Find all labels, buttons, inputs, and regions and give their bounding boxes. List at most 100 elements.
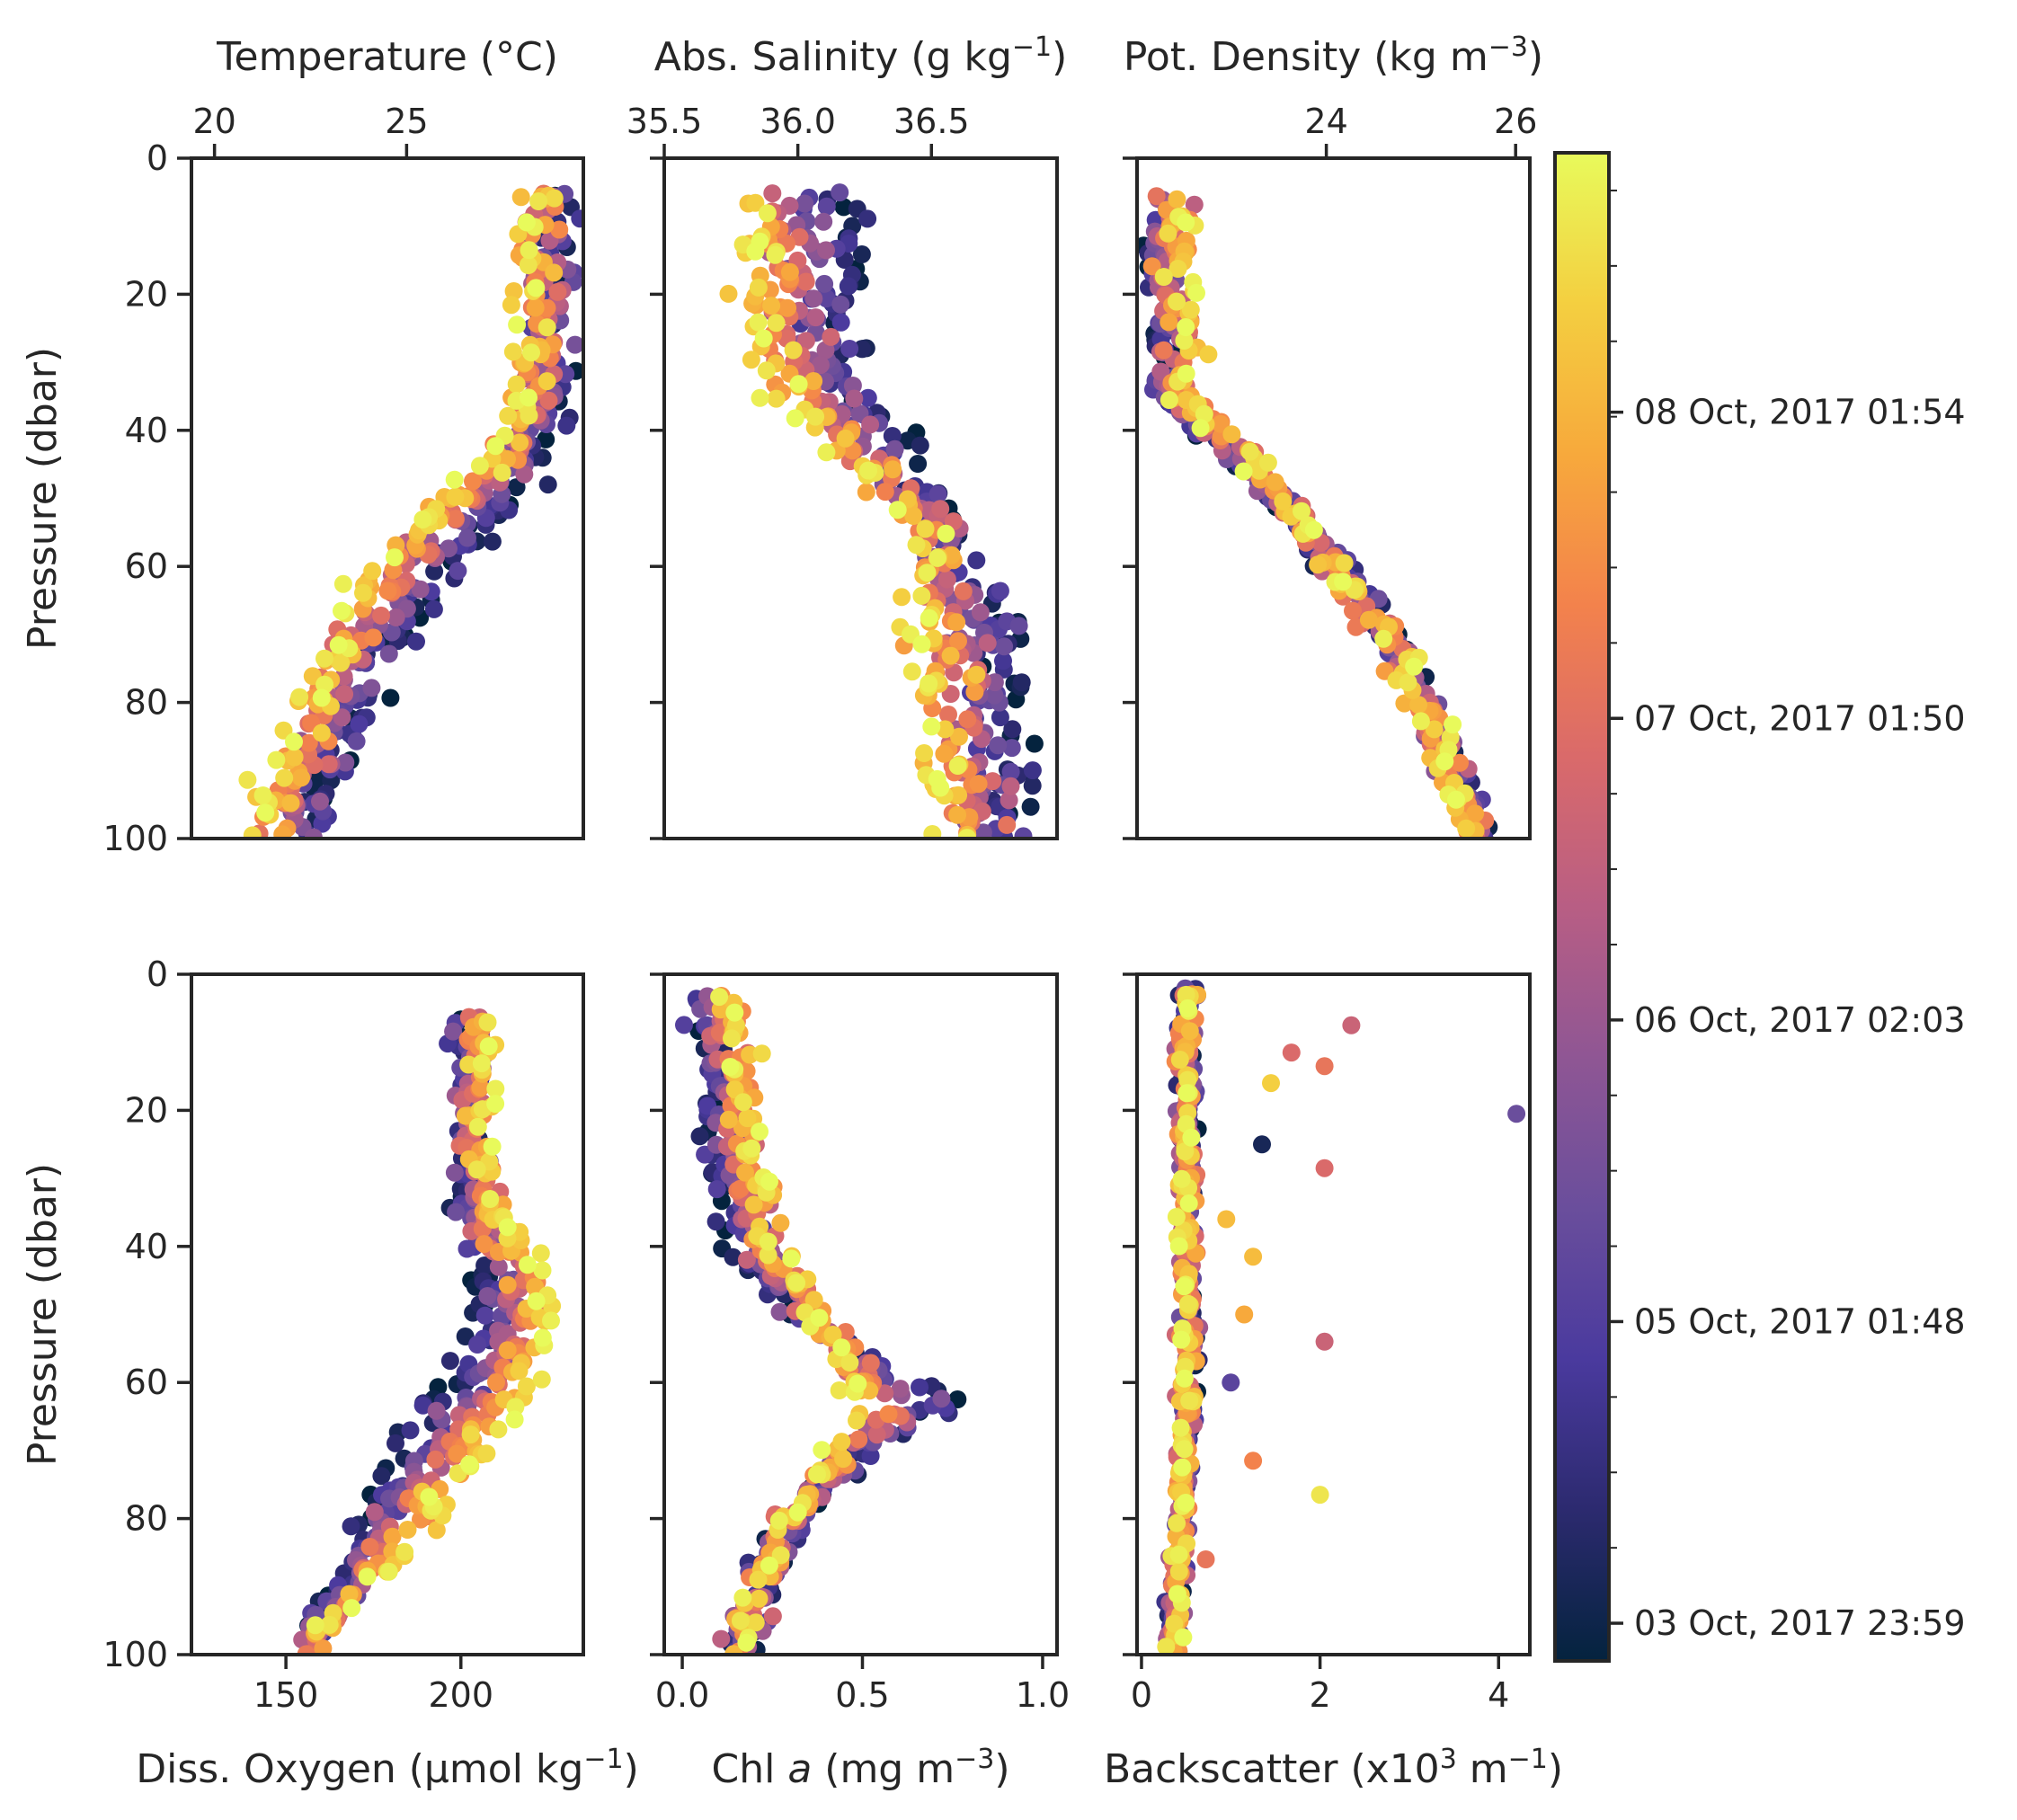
data-point [522, 343, 540, 362]
data-point [989, 736, 1008, 755]
data-point [744, 1195, 763, 1214]
data-point [760, 1172, 778, 1191]
data-point [948, 757, 967, 775]
data-point [1154, 341, 1173, 360]
data-point [1304, 520, 1323, 539]
data-point [487, 1373, 505, 1391]
data-point [329, 635, 348, 654]
data-point [420, 1487, 439, 1506]
data-point [320, 1615, 339, 1634]
data-point [1157, 1638, 1176, 1655]
data-point [537, 430, 555, 448]
data-point [840, 340, 859, 358]
data-point [994, 652, 1012, 670]
data-point [763, 184, 782, 203]
x-axis-label: Diss. Oxygen (µmol kg−1) [136, 1744, 638, 1792]
colorbar-tick-label: 05 Oct, 2017 01:48 [1634, 1301, 1966, 1341]
x-tick-label: 35.5 [626, 102, 703, 141]
data-point [690, 1127, 709, 1146]
data-point [985, 686, 1004, 705]
data-point [440, 1352, 459, 1371]
data-point [712, 1629, 731, 1648]
data-point [967, 551, 986, 570]
data-point [1169, 1237, 1188, 1256]
data-point [778, 298, 797, 317]
x-tick-label: 25 [385, 102, 428, 141]
data-point [1014, 827, 1033, 839]
data-point [804, 1291, 823, 1310]
data-point [789, 375, 808, 394]
data-point [1222, 425, 1241, 444]
data-point [504, 282, 523, 300]
data-point [458, 1239, 476, 1258]
data-point [506, 1398, 525, 1416]
data-point [1357, 597, 1376, 616]
data-point [1167, 1208, 1186, 1226]
data-point [350, 715, 369, 733]
data-point [923, 825, 942, 839]
data-point [1411, 712, 1430, 731]
data-point [519, 256, 538, 274]
data-point [757, 361, 776, 380]
y-tick-label: 100 [102, 1635, 168, 1674]
data-point [822, 327, 840, 346]
colorbar-frame [1553, 151, 1611, 1663]
x-tick-label: 0.0 [655, 1675, 709, 1715]
data-point [721, 1058, 740, 1076]
data-point [949, 786, 968, 804]
data-point [911, 436, 929, 455]
data-point [478, 1013, 497, 1032]
data-point [915, 744, 934, 762]
data-point [736, 1163, 754, 1182]
data-point [858, 388, 877, 407]
data-point [256, 803, 275, 822]
data-point [520, 241, 538, 260]
data-point [861, 1354, 880, 1372]
data-point [1195, 404, 1213, 423]
data-point [1168, 190, 1186, 209]
x-axis-label: Temperature (°C) [216, 34, 558, 80]
outlier-point [1235, 1305, 1254, 1324]
data-point [814, 212, 833, 231]
data-point [267, 750, 286, 769]
data-point [274, 721, 293, 740]
data-point [285, 748, 304, 767]
data-point [806, 308, 825, 327]
data-point [1234, 462, 1253, 481]
data-point [445, 470, 464, 489]
data-point [447, 1203, 466, 1221]
data-point [1175, 1440, 1194, 1459]
data-point [937, 570, 956, 589]
data-point [1374, 629, 1393, 648]
outlier-point [1222, 1373, 1240, 1392]
data-point [883, 427, 902, 445]
data-point [1012, 673, 1031, 692]
data-point [1335, 554, 1354, 573]
data-point [413, 510, 432, 528]
data-point [1175, 1369, 1194, 1388]
data-point [464, 472, 482, 491]
data-point [839, 277, 857, 296]
data-point [831, 295, 850, 314]
data-point [867, 1425, 886, 1444]
data-point [515, 465, 534, 484]
data-point [1001, 777, 1020, 795]
data-point [746, 1613, 765, 1632]
temperature-axes-frame [190, 156, 585, 840]
data-point [875, 1384, 894, 1403]
data-point [1142, 257, 1161, 276]
data-point [253, 786, 272, 804]
data-point [760, 1556, 778, 1575]
data-point [815, 274, 834, 293]
data-point [806, 407, 825, 426]
data-point [1151, 362, 1170, 381]
data-point [857, 483, 875, 502]
data-point [1023, 761, 1042, 780]
data-point [285, 732, 303, 751]
outlier-point [1196, 1550, 1215, 1568]
data-point [939, 706, 957, 724]
potential_density-points [1137, 187, 1498, 839]
x-tick-label: 1.0 [1016, 1675, 1070, 1715]
data-point [817, 241, 835, 260]
y-tick-label: 0 [147, 954, 168, 994]
